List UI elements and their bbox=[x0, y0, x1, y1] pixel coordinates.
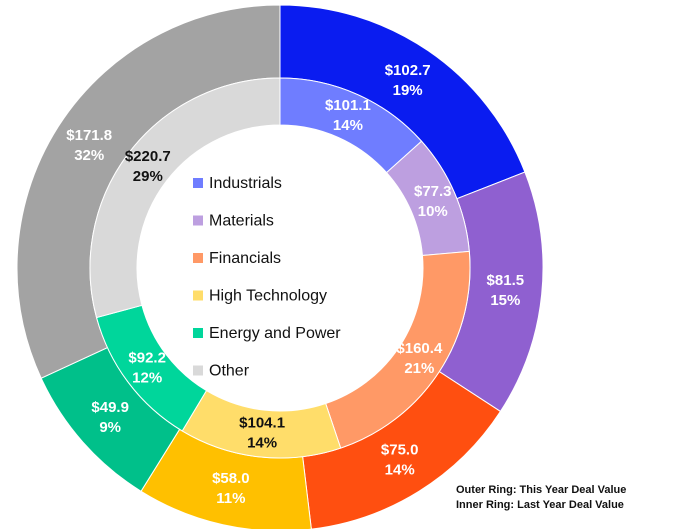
donut-segment bbox=[89, 77, 281, 319]
legend-swatch bbox=[193, 290, 203, 301]
legend-swatch bbox=[193, 328, 203, 338]
segment-value-label: $220.7 bbox=[125, 148, 171, 165]
legend-swatch bbox=[193, 215, 203, 226]
segment-percent-label: 15% bbox=[490, 292, 520, 309]
segment-percent-label: 14% bbox=[385, 461, 415, 478]
legend-label: High Technology bbox=[209, 288, 327, 305]
legend-label: Industrials bbox=[209, 175, 282, 192]
segment-value-label: $92.2 bbox=[128, 349, 166, 366]
segment-percent-label: 32% bbox=[74, 147, 104, 164]
segment-percent-label: 10% bbox=[418, 203, 448, 220]
segment-value-label: $81.5 bbox=[487, 272, 525, 289]
segment-percent-label: 11% bbox=[216, 490, 245, 507]
segment-percent-label: 29% bbox=[133, 168, 163, 185]
legend-swatch bbox=[193, 253, 203, 263]
segment-value-label: $171.8 bbox=[66, 127, 112, 144]
legend-label: Financials bbox=[209, 250, 281, 267]
annotation: Outer Ring: This Year Deal Value bbox=[456, 484, 626, 496]
segment-percent-label: 19% bbox=[393, 82, 423, 99]
segment-value-label: $58.0 bbox=[212, 470, 250, 487]
legend-swatch bbox=[193, 365, 203, 376]
segment-percent-label: 14% bbox=[333, 117, 363, 134]
legend-label: Energy and Power bbox=[209, 325, 341, 342]
segment-percent-label: 14% bbox=[247, 435, 277, 452]
segment-value-label: $75.0 bbox=[381, 441, 419, 458]
segment-value-label: $101.1 bbox=[325, 97, 371, 114]
segment-value-label: $77.3 bbox=[414, 183, 452, 200]
segment-value-label: $102.7 bbox=[385, 62, 431, 79]
segment-percent-label: 9% bbox=[99, 419, 121, 436]
legend-label: Other bbox=[209, 363, 250, 380]
segment-value-label: $49.9 bbox=[91, 399, 129, 416]
segment-value-label: $160.4 bbox=[396, 340, 443, 357]
legend-swatch bbox=[193, 178, 203, 188]
annotation: Inner Ring: Last Year Deal Value bbox=[456, 499, 624, 511]
legend-label: Materials bbox=[209, 213, 274, 230]
segment-value-label: $104.1 bbox=[239, 415, 285, 432]
segment-percent-label: 12% bbox=[132, 369, 162, 386]
segment-percent-label: 21% bbox=[404, 360, 434, 377]
